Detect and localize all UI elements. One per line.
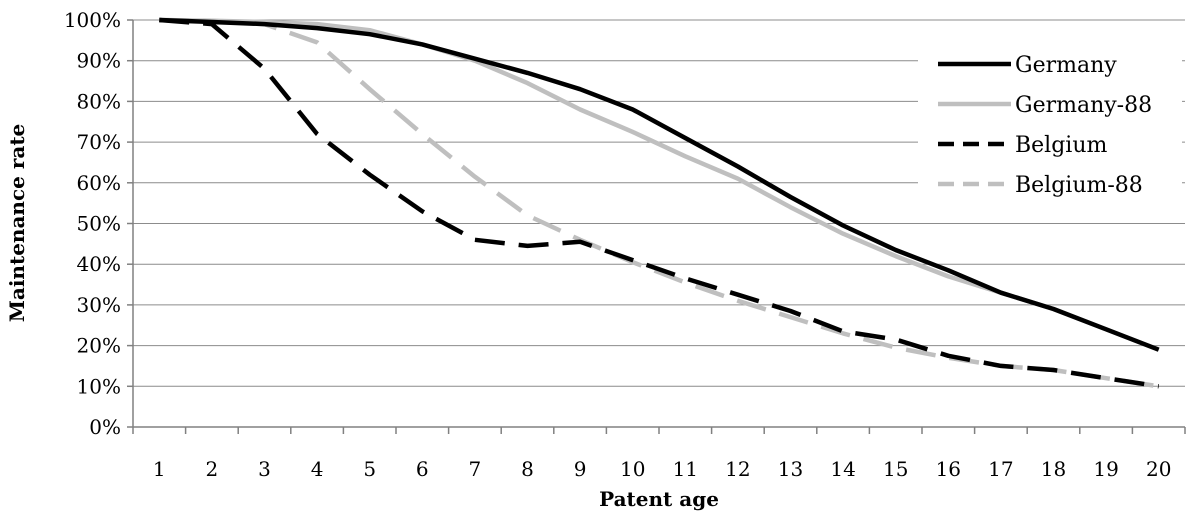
x-tick-label: 9 [574,457,587,481]
legend-item-germany: Germany [938,53,1117,78]
x-tick-label: 3 [258,457,271,481]
x-tick-label: 20 [1146,457,1171,481]
y-tick-label: 80% [77,89,121,113]
axes [132,20,1185,428]
y-tick-label: 70% [77,130,121,154]
x-tick-label: 10 [620,457,645,481]
x-axis-title: Patent age [599,487,719,511]
x-tick-label: 18 [1041,457,1066,481]
x-tick-label: 1 [153,457,166,481]
y-tick-label: 60% [77,171,121,195]
y-tick-label: 50% [77,212,121,236]
x-tick-label: 6 [416,457,429,481]
x-tick-label: 19 [1093,457,1118,481]
x-tick-labels: 1 2 3 4 5 6 7 8 9 10 11 12 13 14 15 16 17 18 19 20 [153,457,1171,481]
x-tick-label: 12 [725,457,750,481]
x-tick-label: 8 [521,457,534,481]
legend-item-belgium: Belgium [938,133,1108,158]
y-axis-title: Maintenance rate [5,124,29,323]
x-tick-label: 2 [206,457,219,481]
legend-label-germany-88: Germany-88 [1015,93,1152,118]
y-tick-label: 100% [64,8,121,32]
x-tick-label: 16 [936,457,961,481]
y-tick-label: 30% [77,293,121,317]
legend-item-belgium-88: Belgium-88 [938,173,1143,198]
y-tick-labels: 0% 10% 20% 30% 40% 50% 60% 70% 80% 90% 100% [64,8,121,439]
legend-label-belgium-88: Belgium-88 [1015,173,1143,198]
x-tick-label: 11 [673,457,698,481]
x-tick-label: 13 [778,457,803,481]
legend-label-belgium: Belgium [1015,133,1108,158]
y-tick-label: 0% [89,415,121,439]
x-tick-label: 7 [469,457,482,481]
series-lines [159,17,1160,389]
series-line-belgium-88 [159,17,1160,389]
x-tick-label: 14 [830,457,855,481]
y-tick-label: 40% [77,252,121,276]
legend-label-germany: Germany [1015,53,1117,78]
legend-item-germany-88: Germany-88 [938,93,1152,118]
y-tick-label: 90% [77,49,121,73]
legend: Germany Germany-88 Belgium Belgium-88 [918,45,1182,207]
y-tick-label: 20% [77,334,121,358]
x-tick-label: 4 [311,457,324,481]
series-line-belgium [159,17,1160,389]
y-tick-label: 10% [77,374,121,398]
series-line-germany [159,17,1160,352]
x-tick-label: 17 [988,457,1013,481]
x-tick-label: 5 [363,457,376,481]
x-tick-label: 15 [883,457,908,481]
legend-background [918,45,1182,207]
